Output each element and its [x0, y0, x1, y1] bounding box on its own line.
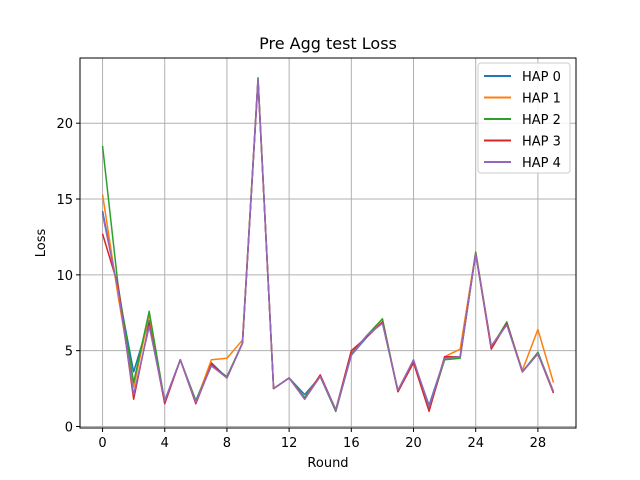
- chart-title: Pre Agg test Loss: [259, 34, 397, 53]
- y-tick-label: 20: [56, 117, 73, 132]
- x-tick-label: 0: [98, 436, 106, 451]
- y-tick-label: 0: [65, 420, 73, 435]
- x-axis-label: Round: [307, 456, 348, 471]
- plot-frame: [79, 57, 577, 429]
- legend-label: HAP 3: [522, 135, 561, 150]
- legend-label: HAP 0: [522, 70, 561, 85]
- x-tick-label: 4: [161, 436, 169, 451]
- series-line-hap-4: [101, 78, 555, 411]
- x-tick-label: 8: [223, 436, 231, 451]
- x-tick-label: 12: [281, 436, 298, 451]
- x-tick-label: 24: [467, 436, 484, 451]
- legend: HAP 0 HAP 1 HAP 2 HAP 3 HAP 4: [477, 62, 571, 174]
- legend-label: HAP 1: [522, 92, 561, 107]
- legend-box: [477, 62, 571, 174]
- legend-label: HAP 2: [522, 113, 561, 128]
- legend-label: HAP 4: [522, 156, 561, 171]
- series-lines: [101, 76, 555, 413]
- y-axis-label: Loss: [34, 229, 49, 258]
- y-tick-label: 5: [65, 345, 73, 360]
- x-tick-label: 28: [530, 436, 547, 451]
- x-tick-label: 16: [343, 436, 360, 451]
- axis-ticks: 0 4 8 12 16 20 24 28 0 5 10 15 20: [56, 117, 546, 451]
- x-tick-label: 20: [405, 436, 422, 451]
- y-tick-label: 15: [56, 193, 73, 208]
- y-tick-label: 10: [56, 269, 73, 284]
